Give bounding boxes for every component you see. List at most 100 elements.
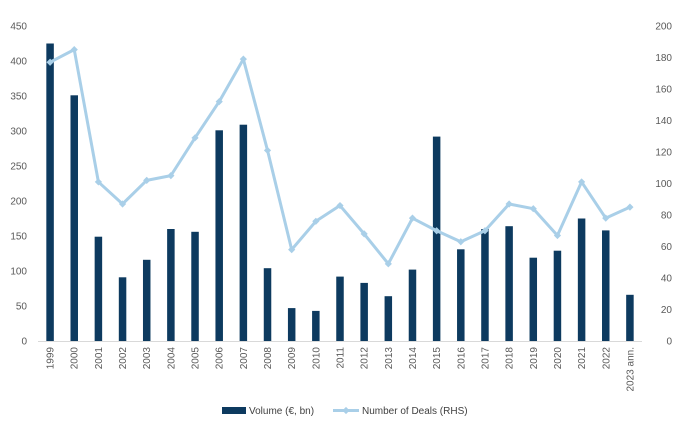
legend-line-marker bbox=[342, 406, 350, 415]
bar bbox=[481, 229, 489, 341]
right-tick-label: 140 bbox=[655, 116, 672, 127]
right-tick-label: 180 bbox=[655, 53, 672, 64]
x-tick-label: 2020 bbox=[553, 347, 564, 370]
legend-line-label: Number of Deals (RHS) bbox=[362, 406, 468, 417]
bar bbox=[626, 294, 634, 341]
bar bbox=[118, 277, 127, 341]
legend-bar-swatch bbox=[222, 407, 246, 414]
line-point bbox=[602, 214, 610, 222]
x-tick-label: 2014 bbox=[408, 347, 419, 370]
x-tick-label: 2016 bbox=[456, 347, 467, 370]
bar bbox=[239, 124, 248, 341]
bar bbox=[336, 276, 344, 341]
bar bbox=[505, 226, 513, 341]
left-tick-label: 250 bbox=[10, 162, 27, 173]
left-axis-ticks: 0 50 100 150 200 250 300 350 400 450 bbox=[10, 22, 27, 348]
right-tick-label: 60 bbox=[661, 242, 673, 253]
line-point bbox=[384, 260, 392, 268]
x-tick-label: 2006 bbox=[215, 347, 226, 370]
bar bbox=[287, 308, 296, 341]
bar bbox=[408, 269, 417, 341]
legend-item-volume: Volume (€, bn) bbox=[222, 406, 314, 417]
bar bbox=[432, 136, 441, 341]
line-point bbox=[360, 230, 368, 238]
line-point bbox=[457, 238, 465, 246]
line-point bbox=[94, 178, 102, 186]
line-point bbox=[46, 58, 54, 66]
left-tick-label: 150 bbox=[10, 232, 27, 243]
x-tick-label: 2010 bbox=[311, 347, 322, 370]
line-point bbox=[263, 146, 272, 155]
line-point bbox=[239, 55, 247, 63]
line-point bbox=[553, 231, 562, 240]
right-tick-label: 100 bbox=[655, 179, 672, 190]
bar bbox=[457, 249, 465, 341]
line-point bbox=[529, 205, 537, 213]
x-tick-label: 2007 bbox=[239, 347, 250, 370]
x-tick-label: 2008 bbox=[263, 347, 274, 370]
x-tick-label: 2015 bbox=[432, 347, 443, 370]
right-tick-label: 120 bbox=[655, 148, 672, 159]
legend-bar-label: Volume (€, bn) bbox=[249, 406, 314, 417]
line-point bbox=[312, 217, 320, 225]
x-tick-label: 2003 bbox=[142, 347, 153, 370]
right-tick-label: 0 bbox=[666, 337, 672, 348]
bar bbox=[263, 268, 272, 341]
line-point bbox=[505, 200, 513, 208]
bar bbox=[553, 250, 562, 341]
x-tick-label: 2005 bbox=[191, 347, 202, 370]
left-tick-label: 350 bbox=[10, 92, 27, 103]
bar bbox=[167, 229, 175, 341]
x-tick-label: 2018 bbox=[505, 347, 516, 370]
left-tick-label: 200 bbox=[10, 197, 27, 208]
line-point bbox=[481, 227, 489, 235]
right-tick-label: 20 bbox=[661, 305, 673, 316]
bar bbox=[602, 230, 610, 341]
deals-line bbox=[49, 48, 631, 266]
line-point bbox=[578, 178, 586, 186]
line-point bbox=[433, 227, 441, 235]
line-point bbox=[408, 214, 417, 222]
line-point bbox=[191, 134, 199, 142]
bar bbox=[360, 282, 368, 341]
bar bbox=[529, 257, 538, 341]
bar bbox=[46, 43, 54, 341]
line-point bbox=[118, 200, 127, 208]
left-tick-label: 100 bbox=[10, 267, 27, 278]
x-tick-label: 2004 bbox=[166, 347, 177, 370]
bar bbox=[191, 231, 199, 341]
x-tick-label: 2013 bbox=[384, 347, 395, 370]
x-tick-label: 2017 bbox=[480, 347, 491, 370]
right-tick-label: 200 bbox=[655, 22, 672, 33]
line-point bbox=[215, 98, 223, 106]
x-tick-label: 2019 bbox=[529, 347, 540, 370]
right-axis-ticks: 0 20 40 60 80 100 120 140 160 180 200 bbox=[655, 22, 672, 348]
x-tick-label: 2000 bbox=[70, 347, 81, 370]
bar bbox=[70, 95, 78, 341]
line-point bbox=[167, 172, 175, 180]
x-tick-label: 2002 bbox=[118, 347, 129, 370]
x-tick-label: 2023 ann. bbox=[625, 347, 636, 392]
x-axis-ticks: 1999 2000 2001 2002 2003 2004 2005 2006 2007 2008… bbox=[46, 347, 637, 392]
left-tick-label: 300 bbox=[10, 127, 27, 138]
line-point bbox=[626, 203, 634, 211]
legend: Volume (€, bn) Number of Deals (RHS) bbox=[222, 406, 468, 417]
bar bbox=[312, 310, 320, 341]
x-tick-label: 2001 bbox=[94, 347, 105, 370]
x-tick-label: 2021 bbox=[577, 347, 588, 370]
deals-line-series bbox=[46, 46, 634, 268]
bar bbox=[142, 259, 151, 341]
x-tick-label: 1999 bbox=[46, 347, 57, 370]
right-tick-label: 160 bbox=[655, 85, 672, 96]
line-point bbox=[143, 176, 151, 184]
volume-bars bbox=[46, 43, 634, 341]
line-point bbox=[70, 46, 78, 54]
x-tick-label: 2012 bbox=[360, 347, 371, 370]
x-tick-label: 2011 bbox=[336, 347, 347, 369]
left-tick-label: 400 bbox=[10, 57, 27, 68]
right-tick-label: 40 bbox=[661, 274, 673, 285]
left-tick-label: 0 bbox=[21, 337, 27, 348]
bar bbox=[94, 236, 103, 341]
x-tick-label: 2009 bbox=[287, 347, 298, 370]
